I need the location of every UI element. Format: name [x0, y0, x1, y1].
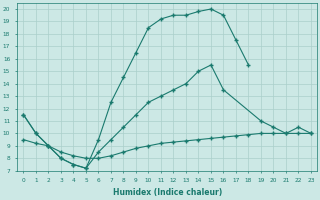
X-axis label: Humidex (Indice chaleur): Humidex (Indice chaleur) [113, 188, 222, 197]
